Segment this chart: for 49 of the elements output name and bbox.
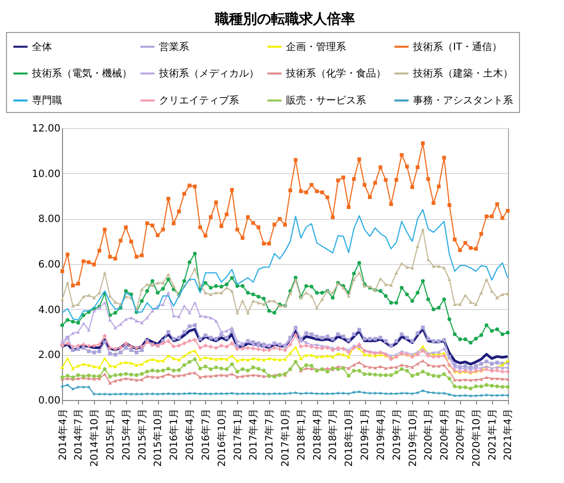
y-tick-label: 12.00 bbox=[32, 124, 60, 134]
legend-label: 販売・サービス系 bbox=[286, 94, 366, 106]
x-tick-label: 2016年10月 bbox=[216, 408, 228, 467]
legend-label: 技術系（電気・機械） bbox=[31, 68, 132, 80]
x-tick-label: 2020年4月 bbox=[438, 408, 451, 460]
x-tick-label: 2014年10月 bbox=[88, 408, 101, 467]
legend-label: 技術系（IT・通信） bbox=[412, 40, 502, 53]
x-tick-label: 2018年4月 bbox=[311, 408, 324, 460]
x-tick-label: 2019年10月 bbox=[406, 408, 419, 467]
x-tick-label: 2017年10月 bbox=[280, 408, 292, 467]
x-tick-label: 2021年1月 bbox=[486, 408, 498, 460]
y-tick-label: 2.00 bbox=[38, 350, 60, 362]
x-tick-label: 2015年4月 bbox=[120, 408, 132, 460]
x-tick-label: 2018年10月 bbox=[343, 408, 356, 467]
x-tick-label: 2014年4月 bbox=[56, 408, 69, 460]
x-tick-label: 2016年4月 bbox=[184, 408, 196, 460]
chart-title: 職種別の転職求人倍率 bbox=[214, 10, 355, 28]
y-tick-label: 8.00 bbox=[38, 214, 60, 226]
legend-label: 技術系（化学・食品） bbox=[285, 68, 386, 80]
x-tick-label: 2016年7月 bbox=[200, 408, 212, 460]
x-tick-label: 2020年1月 bbox=[422, 408, 435, 460]
legend-label: 事務・アシスタント系 bbox=[413, 94, 513, 106]
x-tick-label: 2017年1月 bbox=[232, 408, 244, 460]
y-tick-label: 4.00 bbox=[38, 304, 60, 316]
legend-label: 営業系 bbox=[159, 40, 189, 53]
legend-label: 全体 bbox=[32, 40, 52, 53]
x-tick-label: 2015年7月 bbox=[136, 408, 148, 460]
x-tick-label: 2020年7月 bbox=[454, 408, 467, 460]
x-tick-label: 2016年1月 bbox=[168, 408, 180, 460]
legend-label: 技術系（メディカル） bbox=[158, 68, 259, 80]
x-tick-label: 2017年4月 bbox=[248, 408, 260, 460]
x-tick-label: 2021年4月 bbox=[502, 408, 514, 460]
x-tick-label: 2019年7月 bbox=[390, 408, 403, 460]
y-tick-label: 10.00 bbox=[32, 168, 60, 180]
legend-label: クリエイティブ系 bbox=[159, 94, 239, 106]
x-tick-label: 2018年7月 bbox=[327, 408, 340, 460]
y-tick-label: 0.00 bbox=[38, 396, 60, 406]
x-tick-label: 2015年1月 bbox=[104, 408, 116, 460]
x-tick-label: 2019年4月 bbox=[374, 408, 387, 460]
x-tick-label: 2018年1月 bbox=[295, 408, 308, 460]
y-tick-label: 6.00 bbox=[38, 260, 60, 270]
x-tick-label: 2017年7月 bbox=[264, 408, 276, 460]
legend-label: 企画・管理系 bbox=[286, 40, 346, 53]
x-tick-label: 2014年7月 bbox=[72, 408, 85, 460]
legend-label: 技術系（建築・土木） bbox=[412, 68, 513, 80]
x-tick-label: 2019年1月 bbox=[359, 408, 372, 460]
x-tick-label: 2015年10月 bbox=[152, 408, 164, 467]
x-tick-label: 2020年10月 bbox=[470, 408, 482, 467]
legend-label: 専門職 bbox=[32, 94, 62, 106]
